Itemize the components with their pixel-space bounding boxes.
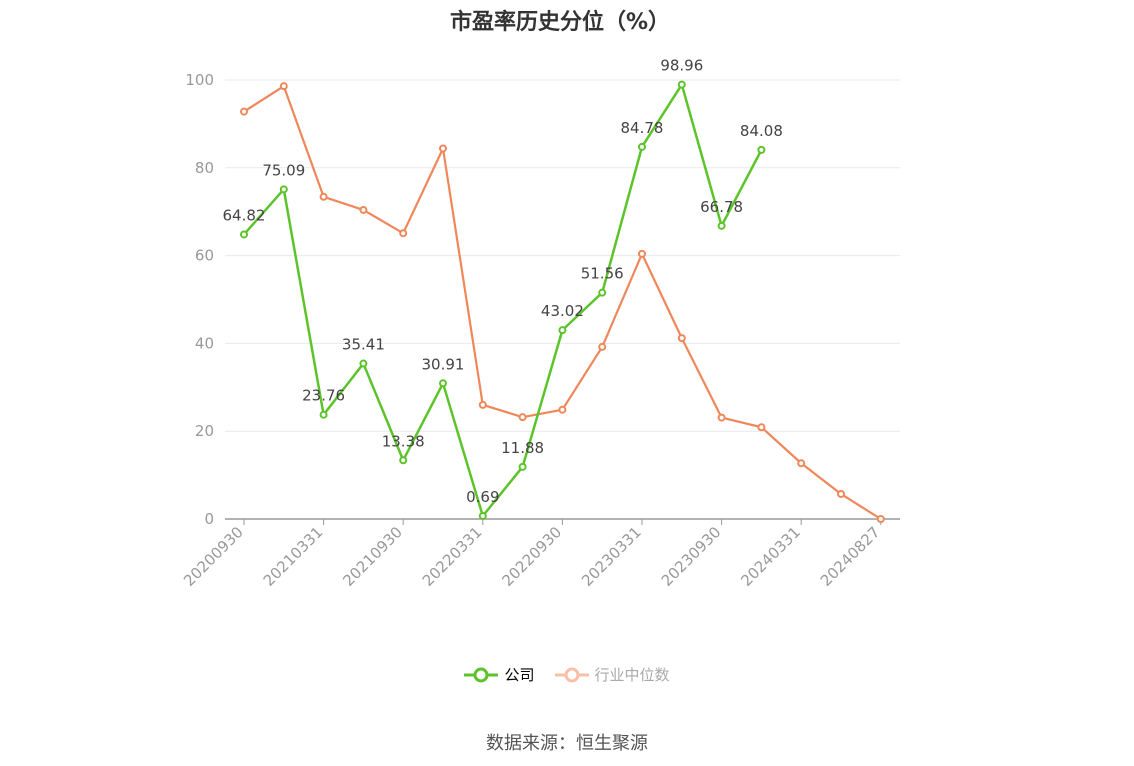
data-point: [319, 192, 328, 201]
data-point: [677, 334, 686, 343]
data-label: 35.41: [342, 336, 385, 354]
data-label: 43.02: [541, 302, 584, 320]
data-point: [638, 249, 646, 258]
data-label: 23.76: [302, 387, 345, 405]
data-labels: 64.82 75.09 23.76 35.41 13.38 30.91 0.69 11.88 4…: [223, 57, 783, 506]
legend-industry-label: 行业中位数: [594, 666, 670, 684]
y-tick-label: 40: [195, 334, 214, 352]
x-tick-label: 20220930: [499, 523, 566, 590]
data-label: 84.08: [740, 122, 783, 140]
x-tick-label: 20240331: [737, 523, 804, 590]
data-label: 51.56: [581, 265, 624, 283]
data-label: 11.88: [501, 439, 544, 457]
data-point: [797, 459, 806, 468]
data-label: 30.91: [422, 355, 465, 373]
grid-lines: [225, 79, 900, 432]
data-point: [598, 342, 607, 351]
data-label: 75.09: [262, 161, 305, 179]
legend-industry-marker-icon: [554, 667, 589, 682]
data-point: [478, 400, 487, 409]
data-point: [359, 205, 368, 214]
data-point: [518, 462, 527, 471]
data-label: 0.69: [466, 488, 499, 506]
y-tick-label: 20: [195, 422, 214, 440]
data-point: [757, 423, 766, 432]
data-point: [399, 229, 408, 238]
chart-title: 市盈率历史分位（%）: [449, 10, 671, 35]
data-point: [876, 515, 885, 523]
legend-item-company[interactable]: 公司: [464, 664, 535, 685]
series-lines: [240, 80, 885, 523]
data-point: [399, 456, 408, 465]
data-point: [439, 379, 447, 388]
data-label: 98.96: [660, 57, 703, 75]
data-point: [478, 511, 487, 520]
x-tick-label: 20230331: [578, 523, 645, 590]
data-label: 66.78: [700, 198, 743, 216]
data-point: [279, 185, 288, 194]
data-point: [598, 288, 607, 297]
data-label: 64.82: [223, 206, 266, 224]
legend: 公司 行业中位数: [0, 664, 1134, 685]
x-tick-label: 20210930: [339, 523, 406, 590]
data-label: 13.38: [382, 432, 425, 450]
data-point: [558, 405, 567, 414]
data-point: [638, 142, 646, 151]
data-point: [677, 80, 686, 89]
data-point: [279, 82, 288, 91]
x-tick-label: 20240827: [817, 523, 884, 590]
series-line-0: [243, 83, 763, 518]
data-point: [837, 489, 845, 498]
data-point: [757, 145, 766, 154]
y-tick-label: 100: [185, 71, 214, 89]
legend-company-label: 公司: [504, 666, 535, 684]
x-tick-label: 20210331: [260, 523, 327, 590]
data-point: [518, 413, 527, 422]
y-tick-label: 80: [195, 159, 214, 177]
data-point: [359, 359, 368, 368]
data-point: [240, 107, 248, 116]
legend-company-marker-icon: [464, 667, 499, 682]
y-tick-label: 60: [195, 247, 214, 265]
data-point: [717, 221, 726, 230]
data-source: 数据来源：恒生聚源: [486, 733, 648, 754]
data-point: [558, 326, 567, 335]
data-point: [439, 144, 447, 153]
data-point: [717, 413, 726, 422]
x-tick-label: 20200930: [180, 523, 247, 590]
data-point: [240, 230, 248, 239]
y-tick-label: 0: [204, 510, 214, 528]
data-point: [319, 410, 328, 419]
data-label: 84.78: [621, 119, 664, 137]
x-tick-label: 20220331: [419, 523, 486, 590]
legend-item-industry-median[interactable]: 行业中位数: [554, 664, 670, 685]
x-tick-label: 20230930: [658, 523, 725, 590]
